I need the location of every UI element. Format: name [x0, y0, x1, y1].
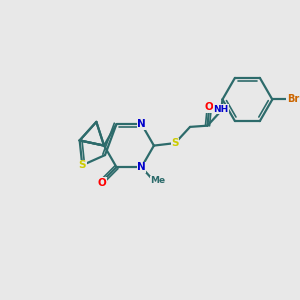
- Text: S: S: [79, 160, 86, 170]
- Text: S: S: [171, 138, 179, 148]
- Text: O: O: [98, 178, 106, 188]
- Text: O: O: [205, 103, 213, 112]
- Text: Br: Br: [287, 94, 299, 104]
- Text: Me: Me: [150, 176, 165, 185]
- Text: N: N: [137, 119, 146, 129]
- Text: N: N: [137, 162, 146, 172]
- Text: NH: NH: [214, 105, 229, 114]
